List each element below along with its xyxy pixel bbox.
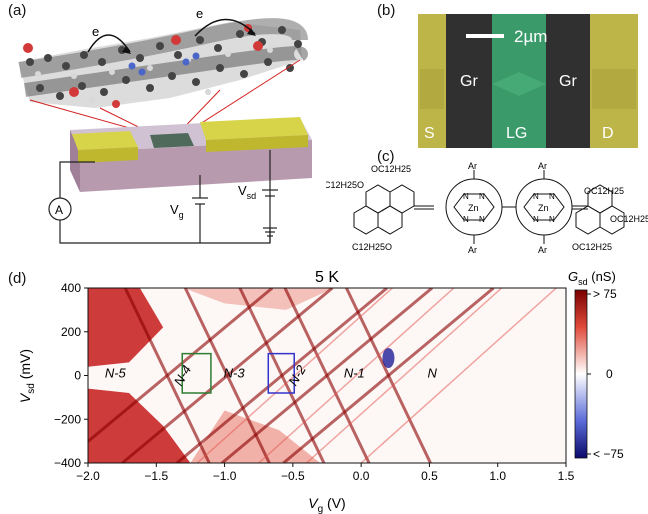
substituent-top-left: OC12H25 bbox=[371, 164, 411, 174]
substituent-right: OC12H25 bbox=[610, 214, 648, 224]
source-drain-voltage-label: Vsd bbox=[238, 183, 256, 201]
x-tick-label: −0.5 bbox=[281, 469, 305, 483]
nitrogen-label: N bbox=[533, 192, 539, 201]
x-tick-label: 1.5 bbox=[558, 469, 575, 483]
substituent-bottom-right: OC12H25 bbox=[572, 242, 612, 252]
conductance-map-chart: 5 K N-5 N-4 N-3 N-2 N-1 N −2.0 −1.5 −1.0 −0.5 0.0… bbox=[0, 258, 648, 514]
electron-label-1: e bbox=[92, 24, 99, 39]
nitrogen-label: N bbox=[533, 215, 539, 224]
aryl-label: Ar bbox=[538, 245, 547, 254]
substituent-bottom-left: C12H25O bbox=[352, 242, 392, 252]
negative-conductance-spot bbox=[382, 348, 394, 368]
x-tick-label: 0.5 bbox=[421, 469, 438, 483]
chart-title: 5 K bbox=[315, 269, 339, 286]
nitrogen-label: N bbox=[549, 215, 555, 224]
scale-bar bbox=[466, 34, 504, 38]
region-label-gr-right: Gr bbox=[559, 73, 577, 90]
aryl-label: Ar bbox=[468, 245, 477, 254]
panel-b-label: (b) bbox=[377, 2, 395, 19]
substrate-block bbox=[70, 117, 312, 192]
region-label-source: S bbox=[424, 125, 435, 142]
nitrogen-label: N bbox=[479, 192, 485, 201]
colorbar-tick-min: < −75 bbox=[593, 447, 624, 461]
gate-voltage-label: Vg bbox=[170, 202, 184, 220]
electron-label-2: e bbox=[196, 6, 203, 21]
aryl-label: Ar bbox=[468, 162, 477, 171]
molecule-ribbon-illustration bbox=[18, 19, 302, 108]
x-tick-label: −1.5 bbox=[144, 469, 168, 483]
colorbar-tick-zero: 0 bbox=[606, 367, 613, 381]
y-tick-label: 200 bbox=[61, 325, 81, 339]
molecular-structure: OC12H25 C12H25O C12H25O OC12H25 OC12H25 … bbox=[326, 162, 648, 254]
x-axis-label: Vg (V) bbox=[308, 495, 345, 514]
region-label-gr-left: Gr bbox=[460, 73, 478, 90]
ammeter-label: A bbox=[55, 203, 63, 217]
nitrogen-label: N bbox=[463, 192, 469, 201]
x-tick-label: −2.0 bbox=[76, 469, 100, 483]
colorbar-tick-max: > 75 bbox=[593, 287, 617, 301]
scale-bar-label: 2µm bbox=[514, 27, 547, 46]
y-tick-label: −400 bbox=[54, 456, 81, 470]
x-tick-label: −1.0 bbox=[213, 469, 237, 483]
substituent-left: C12H25O bbox=[326, 180, 364, 190]
y-tick-label: 400 bbox=[61, 281, 81, 295]
nitrogen-label: N bbox=[479, 215, 485, 224]
colorbar bbox=[575, 290, 587, 458]
x-tick-label: 0.0 bbox=[353, 469, 370, 483]
region-label-local-gate: LG bbox=[506, 125, 527, 142]
region-label: N-3 bbox=[224, 366, 246, 381]
region-label: N-1 bbox=[344, 366, 365, 381]
nitrogen-label: N bbox=[549, 192, 555, 201]
y-tick-label: −200 bbox=[54, 412, 81, 426]
device-schematic: e e A Vg Vsd bbox=[0, 0, 330, 255]
region-label-drain: D bbox=[602, 125, 614, 142]
colorbar-title: Gsd (nS) bbox=[568, 269, 616, 287]
aryl-label: Ar bbox=[538, 162, 547, 171]
region-label: N-5 bbox=[105, 366, 127, 381]
sem-micrograph: 2µm Gr Gr S LG D bbox=[418, 14, 638, 148]
y-tick-label: 0 bbox=[74, 369, 81, 383]
region-label: N bbox=[427, 366, 437, 381]
x-tick-label: 1.0 bbox=[489, 469, 506, 483]
zinc-label: Zn bbox=[538, 203, 549, 213]
y-axis-label: Vsd (mV) bbox=[17, 349, 37, 403]
substituent-top-right: OC12H25 bbox=[584, 186, 624, 196]
zinc-label: Zn bbox=[468, 203, 479, 213]
y-axis: 400 200 0 −200 −400 bbox=[54, 281, 88, 470]
nitrogen-label: N bbox=[463, 215, 469, 224]
x-axis: −2.0 −1.5 −1.0 −0.5 0.0 0.5 1.0 1.5 bbox=[76, 463, 575, 483]
